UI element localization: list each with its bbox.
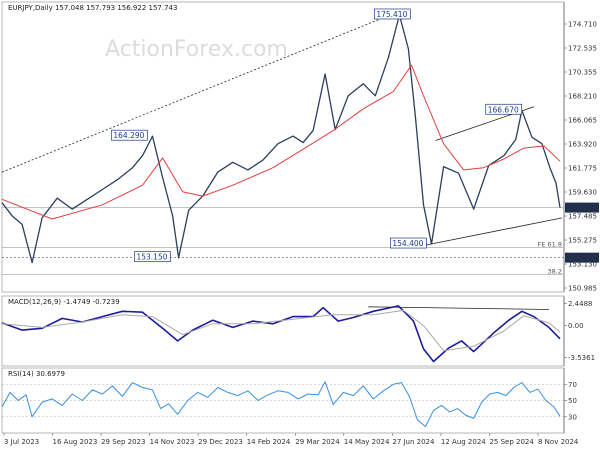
xtick-label-8: 27 Jun 2024 — [392, 438, 435, 446]
price-annotation-label-3: 153.150 — [136, 253, 167, 262]
macd-panel-frame — [1, 295, 565, 367]
rsi-ytick-label-0: 70 — [568, 381, 577, 389]
price-annotation-label-0: 175.410 — [376, 10, 407, 19]
rsi-ytick-label-2: 30 — [568, 413, 577, 421]
macd-ytick-label-2: -3.5361 — [568, 354, 595, 362]
xtick-label-9: 12 Aug 2024 — [441, 438, 486, 446]
price-annotation-box-4 — [390, 237, 427, 249]
price-ytick-label-10: 153.130 — [568, 261, 597, 269]
price-ytick-label-7: 159.630 — [568, 189, 597, 197]
xtick-label-11: 8 Nov 2024 — [538, 438, 579, 446]
xtick-label-5: 14 Feb 2024 — [247, 438, 291, 446]
price-annotation-box-1 — [111, 129, 148, 141]
price-ytick-label-4: 166.065 — [568, 117, 597, 125]
price-annotation-box-2 — [485, 103, 523, 115]
macd-ytick-label-1: 0.00 — [568, 322, 584, 330]
watermark-text: ActionForex.com — [105, 37, 288, 62]
macd-trendline-0 — [368, 306, 549, 310]
price-ytick-label-2: 170.355 — [568, 69, 597, 77]
price-fib-label-0: FE 61.8 — [538, 240, 562, 248]
rsi-ytick-label-1: 50 — [568, 397, 577, 405]
xtick-label-2: 29 Sep 2023 — [101, 438, 145, 446]
macd-ytick-label-0: 2.4488 — [568, 300, 593, 308]
price-axis-tag-box-0 — [565, 202, 599, 213]
rsi-header: RSI(14) 30.6979 — [8, 370, 65, 378]
price-axis-tag-label-0: 157.743 — [567, 204, 596, 212]
price-annotation-box-3 — [134, 251, 171, 263]
price-annotation-label-2: 166.670 — [488, 105, 519, 114]
macd-header: MACD(12,26,9) -1.4749 -0.7239 — [8, 298, 120, 306]
xtick-label-10: 25 Sep 2024 — [489, 438, 534, 446]
price-axis-tag-box-1 — [565, 252, 599, 263]
price-ytick-label-9: 155.275 — [568, 237, 597, 245]
rsi-series-rsi — [1, 381, 561, 427]
macd-series-macd — [1, 305, 561, 363]
price-annotation-box-0 — [373, 8, 411, 20]
price-annotation-label-4: 154.400 — [392, 239, 423, 248]
price-ytick-label-6: 161.775 — [568, 165, 597, 173]
price-axis-tag-label-1: 153.150 — [567, 254, 596, 262]
xtick-label-4: 29 Dec 2023 — [198, 438, 243, 446]
xtick-label-7: 14 May 2024 — [344, 438, 390, 446]
xtick-label-0: 3 Jul 2023 — [4, 438, 39, 446]
xtick-label-1: 16 Aug 2023 — [53, 438, 98, 446]
price-ytick-label-11: 150.985 — [568, 285, 597, 293]
xtick-label-6: 29 Mar 2024 — [295, 438, 340, 446]
price-ytick-label-1: 172.535 — [568, 45, 597, 53]
price-header: EURJPY,Daily 157.048 157.793 156.922 157… — [8, 4, 177, 12]
price-ytick-label-3: 168.210 — [568, 93, 597, 101]
price-trendline-2 — [425, 217, 563, 246]
price-ytick-label-0: 174.710 — [568, 21, 597, 29]
price-ytick-label-5: 163.920 — [568, 141, 597, 149]
xtick-label-3: 14 Nov 2023 — [150, 438, 195, 446]
price-fib-label-1: 38.2 — [548, 268, 562, 276]
price-ytick-label-8: 157.485 — [568, 213, 597, 221]
macd-series-signal — [1, 309, 561, 352]
price-series-ma — [1, 64, 561, 220]
price-annotation-label-1: 164.290 — [113, 131, 144, 140]
price-trendline-0 — [1, 9, 404, 173]
